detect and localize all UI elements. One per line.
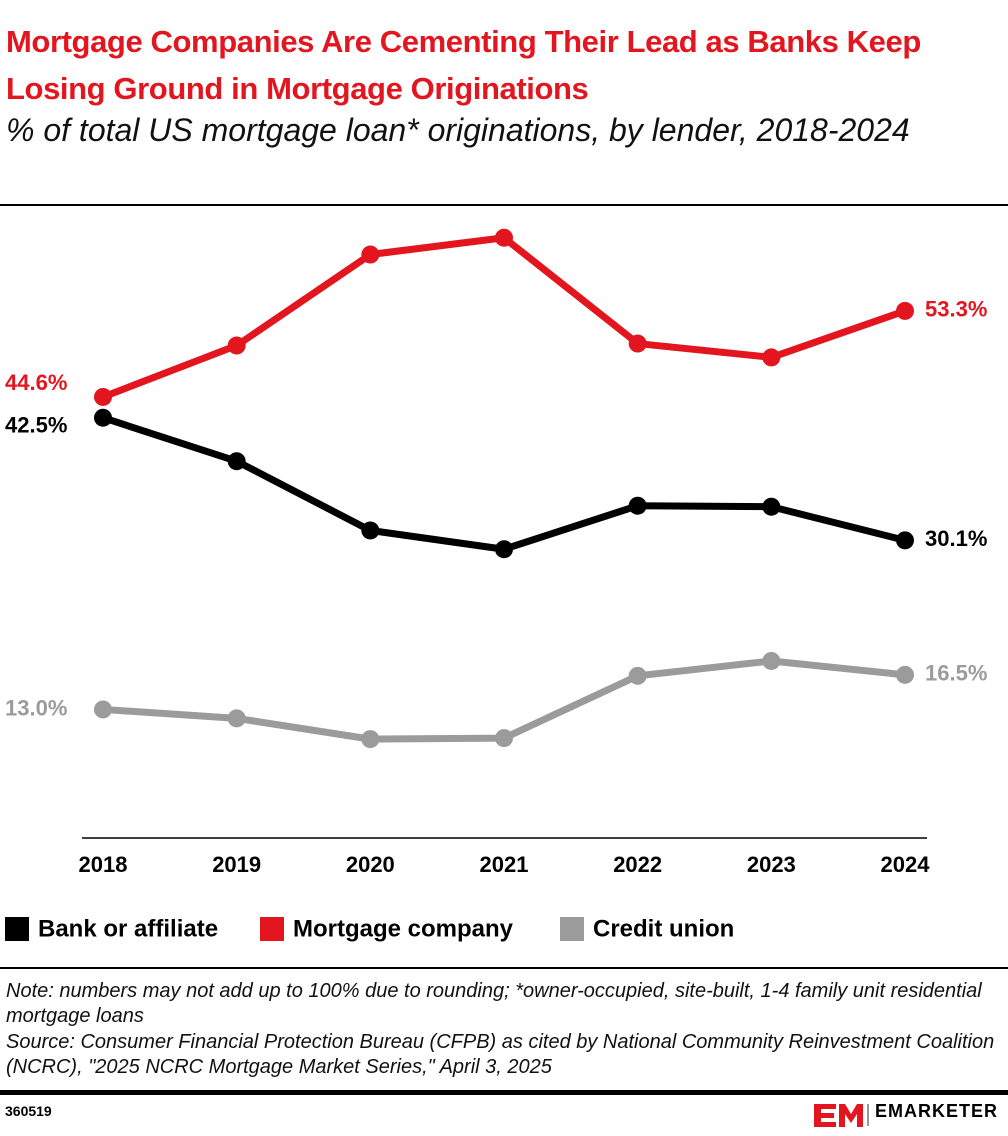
data-point [227, 336, 246, 355]
data-point [94, 387, 112, 406]
data-point [227, 452, 246, 471]
data-point [896, 301, 914, 320]
data-point [762, 497, 781, 516]
divider [0, 204, 1008, 206]
data-point [361, 730, 380, 749]
data-point [896, 665, 914, 684]
x-tick-label: 2020 [346, 852, 395, 877]
data-label: 44.6% [5, 370, 67, 395]
data-point [628, 496, 647, 515]
legend-swatch [5, 917, 29, 941]
data-point [227, 709, 246, 728]
legend-label: Mortgage company [293, 915, 514, 942]
x-tick-label: 2023 [747, 852, 796, 877]
legend-label: Bank or affiliate [38, 915, 218, 942]
chart-title: Mortgage Companies Are Cementing Their L… [6, 24, 921, 106]
x-tick-label: 2021 [480, 852, 529, 877]
x-tick-label: 2019 [212, 852, 261, 877]
data-point [495, 540, 513, 559]
x-tick-label: 2022 [613, 852, 662, 877]
note: Note: numbers may not add up to 100% due… [6, 980, 982, 1027]
data-point [495, 729, 513, 748]
data-label: 13.0% [5, 695, 67, 720]
legend-label: Credit union [593, 915, 734, 942]
series-line [101, 234, 907, 401]
legend-swatch [560, 917, 584, 941]
chart-subtitle: % of total US mortgage loan* origination… [6, 112, 910, 148]
data-point [94, 700, 112, 719]
data-label: 30.1% [925, 526, 987, 551]
data-label: 53.3% [925, 297, 987, 322]
data-point [628, 334, 647, 353]
data-point [762, 348, 781, 367]
data-point [361, 521, 380, 540]
x-tick-label: 2018 [79, 852, 128, 877]
divider [0, 1090, 1008, 1095]
x-tick-label: 2024 [881, 852, 931, 877]
series-line [102, 657, 906, 743]
divider [0, 967, 1008, 969]
data-point [628, 666, 647, 685]
legend-swatch [260, 917, 284, 941]
brand: EMARKETER [875, 1101, 999, 1121]
data-label: 16.5% [925, 661, 987, 686]
data-point [896, 531, 914, 550]
chart-id: 360519 [5, 1103, 52, 1119]
data-point [361, 245, 380, 264]
data-point [495, 228, 513, 247]
series-line [101, 414, 906, 553]
data-point [762, 651, 781, 670]
data-label: 42.5% [5, 413, 67, 438]
logo-mark [814, 1104, 869, 1127]
chart: 2018 2019 2020 2021 2022 2023 2024 42.5% 30.1% 44… [5, 228, 987, 942]
data-point [94, 408, 112, 427]
source: Source: Consumer Financial Protection Bu… [6, 1031, 995, 1078]
